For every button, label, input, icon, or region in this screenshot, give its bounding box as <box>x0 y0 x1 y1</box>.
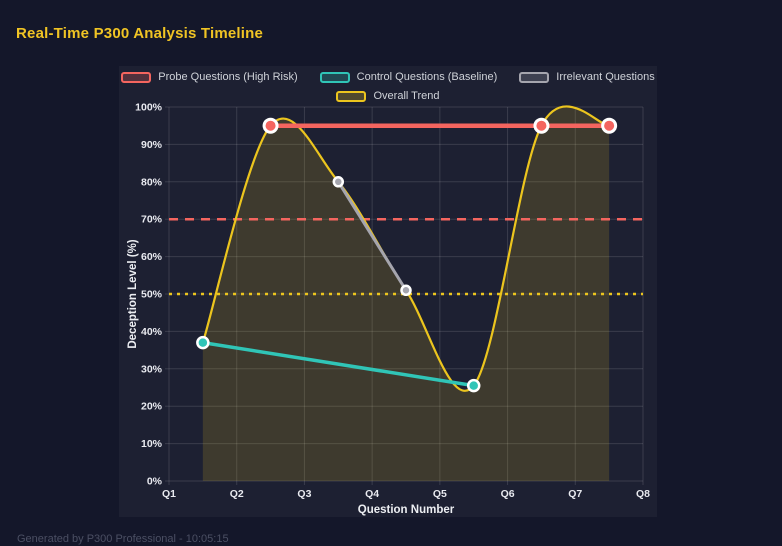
svg-text:Q8: Q8 <box>636 488 650 500</box>
page-title: Real-Time P300 Analysis Timeline <box>16 25 264 42</box>
legend-row-1: Probe Questions (High Risk) Control Ques… <box>121 68 655 86</box>
irrelevant-legend-swatch-icon <box>519 71 550 83</box>
data-point-series0-2[interactable] <box>601 117 618 134</box>
svg-text:Q7: Q7 <box>568 488 582 500</box>
legend-item-irrelevant[interactable]: Irrelevant Questions <box>519 71 655 83</box>
legend-row-2: Overall Trend <box>336 87 440 105</box>
x-axis-title: Question Number <box>358 504 455 516</box>
svg-text:40%: 40% <box>141 326 163 338</box>
probe-legend-swatch-icon <box>121 71 152 83</box>
legend-item-probe[interactable]: Probe Questions (High Risk) <box>121 71 298 83</box>
svg-text:60%: 60% <box>141 251 163 263</box>
svg-text:50%: 50% <box>141 289 163 301</box>
svg-text:Q1: Q1 <box>162 488 176 500</box>
y-axis-title: Deception Level (%) <box>127 239 139 348</box>
svg-text:30%: 30% <box>141 363 163 375</box>
chart-canvas[interactable]: 0% 10% 20% 30% 40% 50% 60% 70% 80% 90% 100% Q1 Q2 Q3 Q… <box>119 66 657 517</box>
svg-text:Q3: Q3 <box>297 488 311 500</box>
legend-item-control[interactable]: Control Questions (Baseline) <box>319 71 498 83</box>
svg-text:Q6: Q6 <box>501 488 515 500</box>
svg-text:100%: 100% <box>135 102 163 114</box>
svg-text:Q2: Q2 <box>230 488 244 500</box>
legend-label-probe: Probe Questions (High Risk) <box>158 71 298 83</box>
svg-text:0%: 0% <box>147 476 163 488</box>
chart-legend: Probe Questions (High Risk) Control Ques… <box>119 68 657 105</box>
legend-item-trend[interactable]: Overall Trend <box>336 90 440 102</box>
svg-text:Q4: Q4 <box>365 488 379 500</box>
chart-panel: 0% 10% 20% 30% 40% 50% 60% 70% 80% 90% 100% Q1 Q2 Q3 Q… <box>119 66 657 517</box>
data-point-series1-1[interactable] <box>466 378 481 393</box>
svg-text:80%: 80% <box>141 176 163 188</box>
data-point-series0-0[interactable] <box>262 117 279 134</box>
trend-legend-swatch-icon <box>336 90 367 102</box>
data-point-series2-1[interactable] <box>400 284 412 297</box>
axis-ticks: 0% 10% 20% 30% 40% 50% 60% 70% 80% 90% 100% Q1 Q2 Q3 Q… <box>135 102 650 501</box>
svg-text:90%: 90% <box>141 139 163 151</box>
legend-label-trend: Overall Trend <box>373 90 440 102</box>
data-point-series1-0[interactable] <box>196 335 210 350</box>
svg-text:Q5: Q5 <box>433 488 447 500</box>
legend-label-irrelevant: Irrelevant Questions <box>556 71 655 83</box>
footer-generated-text: Generated by P300 Professional - 10:05:1… <box>17 533 229 545</box>
control-legend-swatch-icon <box>319 71 350 83</box>
data-point-series0-1[interactable] <box>533 117 550 134</box>
data-points <box>196 117 618 393</box>
svg-text:20%: 20% <box>141 401 163 413</box>
legend-label-control: Control Questions (Baseline) <box>356 71 498 83</box>
svg-text:70%: 70% <box>141 214 163 226</box>
svg-text:10%: 10% <box>141 438 163 450</box>
data-point-series2-0[interactable] <box>332 176 345 188</box>
